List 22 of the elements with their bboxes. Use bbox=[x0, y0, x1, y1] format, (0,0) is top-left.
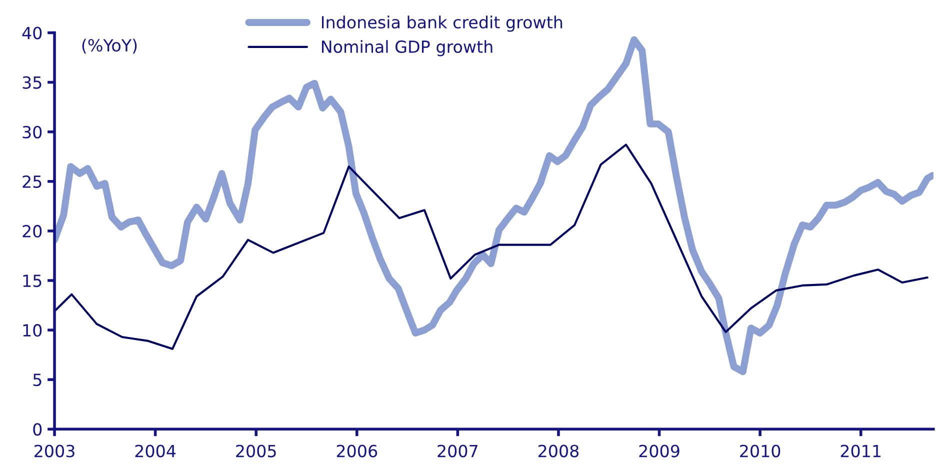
y-axis-title: (%YoY) bbox=[82, 38, 137, 54]
y-tick-label: 20 bbox=[22, 224, 42, 238]
y-tick-label: 15 bbox=[23, 274, 42, 288]
y-tick-label: 40 bbox=[22, 26, 42, 40]
y-tick-label: 25 bbox=[22, 175, 42, 188]
x-tick-label: 2006 bbox=[336, 444, 378, 458]
x-tick-label: 2009 bbox=[639, 444, 680, 458]
y-tick-label: 5 bbox=[33, 374, 42, 386]
legend-label: Indonesia bank credit growth bbox=[322, 16, 562, 32]
x-tick-label: 2011 bbox=[840, 444, 881, 458]
y-tick-label: 30 bbox=[22, 126, 42, 138]
line-series bbox=[54, 144, 928, 350]
x-tick-label: 2003 bbox=[34, 444, 74, 458]
y-tick-label: 0 bbox=[33, 423, 42, 436]
x-tick-label: 2005 bbox=[236, 444, 276, 458]
x-tick-label: 2004 bbox=[135, 444, 176, 458]
y-tick-label: 35 bbox=[22, 76, 42, 89]
x-tick-label: 2010 bbox=[740, 444, 780, 458]
legend-label: Nominal GDP growth bbox=[322, 40, 492, 56]
x-tick-label: 2007 bbox=[438, 444, 478, 458]
x-tick-label: 2008 bbox=[538, 444, 579, 458]
y-tick-label: 10 bbox=[23, 324, 42, 337]
